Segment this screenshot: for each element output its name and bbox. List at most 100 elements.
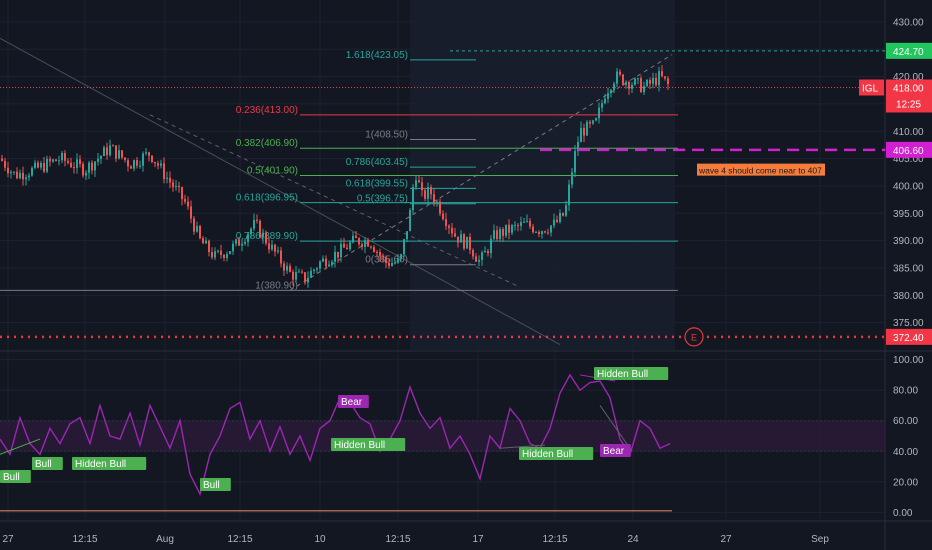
candle-body (166, 177, 168, 179)
last-price-badge (886, 79, 932, 113)
event-marker[interactable] (684, 327, 704, 347)
candle-body (436, 201, 438, 203)
candle-body (49, 158, 51, 162)
candle-body (310, 270, 312, 278)
ticker-label: IGL (862, 84, 879, 95)
candle-body (544, 231, 546, 233)
bull-label-box (519, 447, 594, 460)
candle-body (469, 236, 471, 250)
candle-body (280, 250, 282, 264)
candle-body (238, 239, 240, 246)
candle-body (607, 93, 609, 99)
candle-body (7, 167, 9, 174)
candle-body (625, 82, 627, 85)
candle-body (598, 107, 600, 119)
candle-body (220, 250, 222, 255)
candle-body (265, 232, 267, 244)
time-axis[interactable]: 27 12:15 Aug 12:15 10 12:15 17 12:15 24 27 Sep (2, 534, 829, 545)
candle-body (538, 231, 540, 235)
candle-body (664, 76, 666, 79)
candle-body (253, 219, 255, 229)
candle-body (334, 251, 336, 262)
candle-body (646, 80, 648, 87)
candle-body (499, 229, 501, 240)
candle-body (130, 166, 132, 169)
candle-body (616, 71, 618, 84)
bull-label-box (0, 470, 31, 483)
horizontal-levels[interactable]: wave 4 should come near to 407 E (0, 50, 885, 347)
candle-body (55, 159, 57, 162)
candle-body (547, 232, 549, 234)
candle-body (583, 127, 585, 136)
candle-body (157, 163, 159, 166)
candle-body (43, 163, 45, 172)
fib-level-label: 0.5(401.90) (247, 166, 298, 177)
candle-body (292, 271, 294, 280)
candle-body (88, 162, 90, 173)
bull-label-text: Hidden Bull (522, 449, 573, 460)
candle-body (94, 161, 96, 171)
divergence-line (0, 438, 41, 455)
candle-body (232, 243, 234, 252)
candle-body (430, 187, 432, 195)
price-tick-label: 385.00 (893, 263, 924, 274)
bull-label-text: Hidden Bull (75, 459, 126, 470)
candle-body (226, 254, 228, 259)
candle-body (247, 234, 249, 242)
candle-body (151, 155, 153, 162)
price-tick-label: 390.00 (893, 236, 924, 247)
price-axis[interactable]: 375.00 380.00 385.00 390.00 395.00 400.00 405.… (893, 17, 924, 518)
rsi-tick-label: 40.00 (893, 447, 918, 458)
candle-body (421, 182, 423, 191)
price-tick-label: 395.00 (893, 209, 924, 220)
candle-body (574, 151, 576, 173)
candle-body (457, 236, 459, 243)
candle-body (643, 86, 645, 93)
candle-body (379, 252, 381, 256)
candle-body (466, 236, 468, 249)
fib-level-label: 1.618(423.05) (346, 50, 408, 61)
candle-body (640, 78, 642, 93)
candle-body (85, 172, 87, 176)
time-tick-label: 27 (2, 534, 14, 545)
candle-body (373, 247, 375, 252)
candle-body (517, 224, 519, 226)
candle-body (541, 231, 543, 235)
candle-body (244, 241, 246, 244)
candle-body (613, 83, 615, 91)
candle-body (28, 175, 30, 178)
candle-body (208, 240, 210, 253)
candle-body (571, 172, 573, 185)
candle-body (484, 251, 486, 253)
price-tick-label: 420.00 (893, 72, 924, 83)
candle-body (136, 160, 138, 166)
candle-body (64, 152, 66, 161)
candle-body (109, 145, 111, 156)
bull-label-text: Bull (35, 459, 52, 470)
support-level-value: 372.40 (893, 333, 924, 344)
candle-body (13, 171, 15, 173)
candle-body (565, 205, 567, 216)
candle-body (493, 230, 495, 239)
candle-body (550, 225, 552, 233)
price-tick-label: 410.00 (893, 127, 924, 138)
rsi-tick-label: 60.00 (893, 416, 918, 427)
candle-body (361, 244, 363, 247)
candle-body (355, 235, 357, 239)
candle-body (172, 182, 174, 188)
candle-body (535, 231, 537, 233)
candle-body (343, 243, 345, 248)
candle-body (451, 227, 453, 234)
time-tick-label: 27 (720, 534, 732, 545)
bull-label-box (331, 438, 406, 451)
candle-body (73, 167, 75, 169)
candle-body (298, 271, 300, 273)
candle-body (319, 261, 321, 269)
candle-body (145, 152, 147, 154)
candle-body (340, 243, 342, 258)
candle-body (481, 252, 483, 260)
candle-body (502, 229, 504, 236)
ticker-badge (859, 79, 884, 96)
candle-body (31, 167, 33, 176)
